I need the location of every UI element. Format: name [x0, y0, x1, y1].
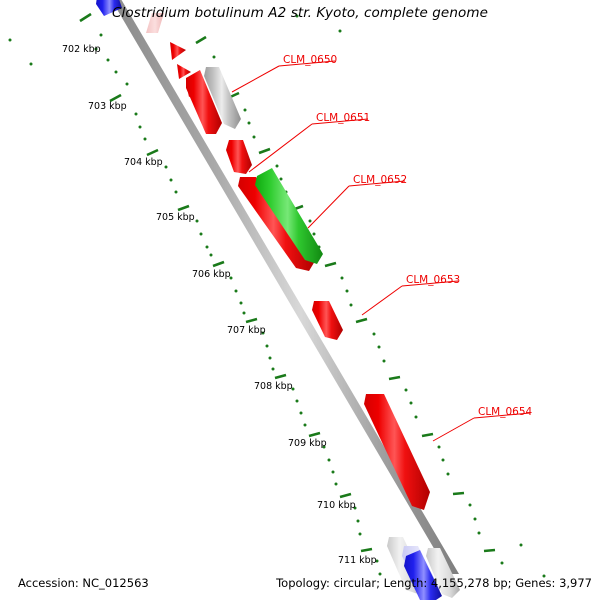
- gene-label-CLM_0651[interactable]: CLM_0651: [316, 112, 371, 124]
- ruler-tick-label: 711 kbp: [338, 555, 377, 566]
- gene-label-CLM_0654[interactable]: CLM_0654: [478, 406, 533, 418]
- leader-line-tail-CLM_0650: [278, 60, 336, 67]
- gene-feature-CLM_0654[interactable]: [364, 394, 430, 510]
- gene-features-track[interactable]: [96, 0, 460, 600]
- leader-line-tail-CLM_0652: [348, 180, 406, 187]
- gene-feature-blue-bottom[interactable]: [404, 550, 442, 600]
- leader-line-tail-CLM_0653: [401, 280, 459, 287]
- gene-label-CLM_0652[interactable]: CLM_0652: [353, 174, 408, 186]
- ruler-tick-label: 702 kbp: [62, 44, 101, 55]
- ruler-major-ticks: [79, 12, 496, 553]
- gene-feature-CLM_0650[interactable]: [204, 67, 241, 129]
- leader-line-tail-CLM_0654: [473, 412, 531, 419]
- gene-feature-grey-bottom[interactable]: [426, 548, 460, 598]
- leader-line-CLM_0652: [307, 185, 350, 229]
- ruler-tick-label: 707 kbp: [227, 325, 266, 336]
- ruler-arc: [8, 12, 546, 578]
- sequence-backbone[interactable]: [108, 0, 459, 574]
- ruler-tick-label: 709 kbp: [288, 438, 327, 449]
- gene-feature-pink-fragment[interactable]: [146, 13, 164, 33]
- gene-feature-arrowhead-b[interactable]: [177, 64, 191, 79]
- gene-feature-blue-top[interactable]: [96, 0, 122, 16]
- gene-feature-arrowhead-a[interactable]: [170, 42, 186, 60]
- ruler-minor-ticks: [8, 14, 546, 578]
- ruler-tick-label: 703 kbp: [88, 101, 127, 112]
- ruler-tick-label: 706 kbp: [192, 269, 231, 280]
- leader-line-CLM_0653: [361, 285, 403, 316]
- leader-line-CLM_0651: [248, 123, 313, 173]
- gene-feature-CLM_0652[interactable]: [255, 168, 323, 264]
- ruler-tick-label: 705 kbp: [156, 212, 195, 223]
- gene-feature-CLM_0651[interactable]: [226, 140, 252, 174]
- status-accession: Accession: NC_012563: [18, 576, 149, 590]
- leader-line-CLM_0650: [231, 65, 280, 93]
- gene-feature-CLM_0653[interactable]: [312, 301, 343, 340]
- gene-feature-red-upper[interactable]: [186, 70, 222, 134]
- status-topology: Topology: circular; Length: 4,155,278 bp…: [276, 576, 592, 590]
- ruler-tick-label: 704 kbp: [124, 157, 163, 168]
- gene-label-CLM_0653[interactable]: CLM_0653: [406, 274, 461, 286]
- gene-label-leader-lines: [231, 60, 531, 442]
- ruler-tick-label: 710 kbp: [317, 500, 356, 511]
- gene-feature-red-middle[interactable]: [238, 177, 315, 271]
- leader-line-tail-CLM_0651: [311, 118, 369, 125]
- status-bar: Accession: NC_012563 Topology: circular;…: [0, 570, 600, 600]
- leader-line-CLM_0654: [432, 417, 475, 442]
- ruler-tick-label: 708 kbp: [254, 381, 293, 392]
- gene-label-CLM_0650[interactable]: CLM_0650: [283, 54, 338, 66]
